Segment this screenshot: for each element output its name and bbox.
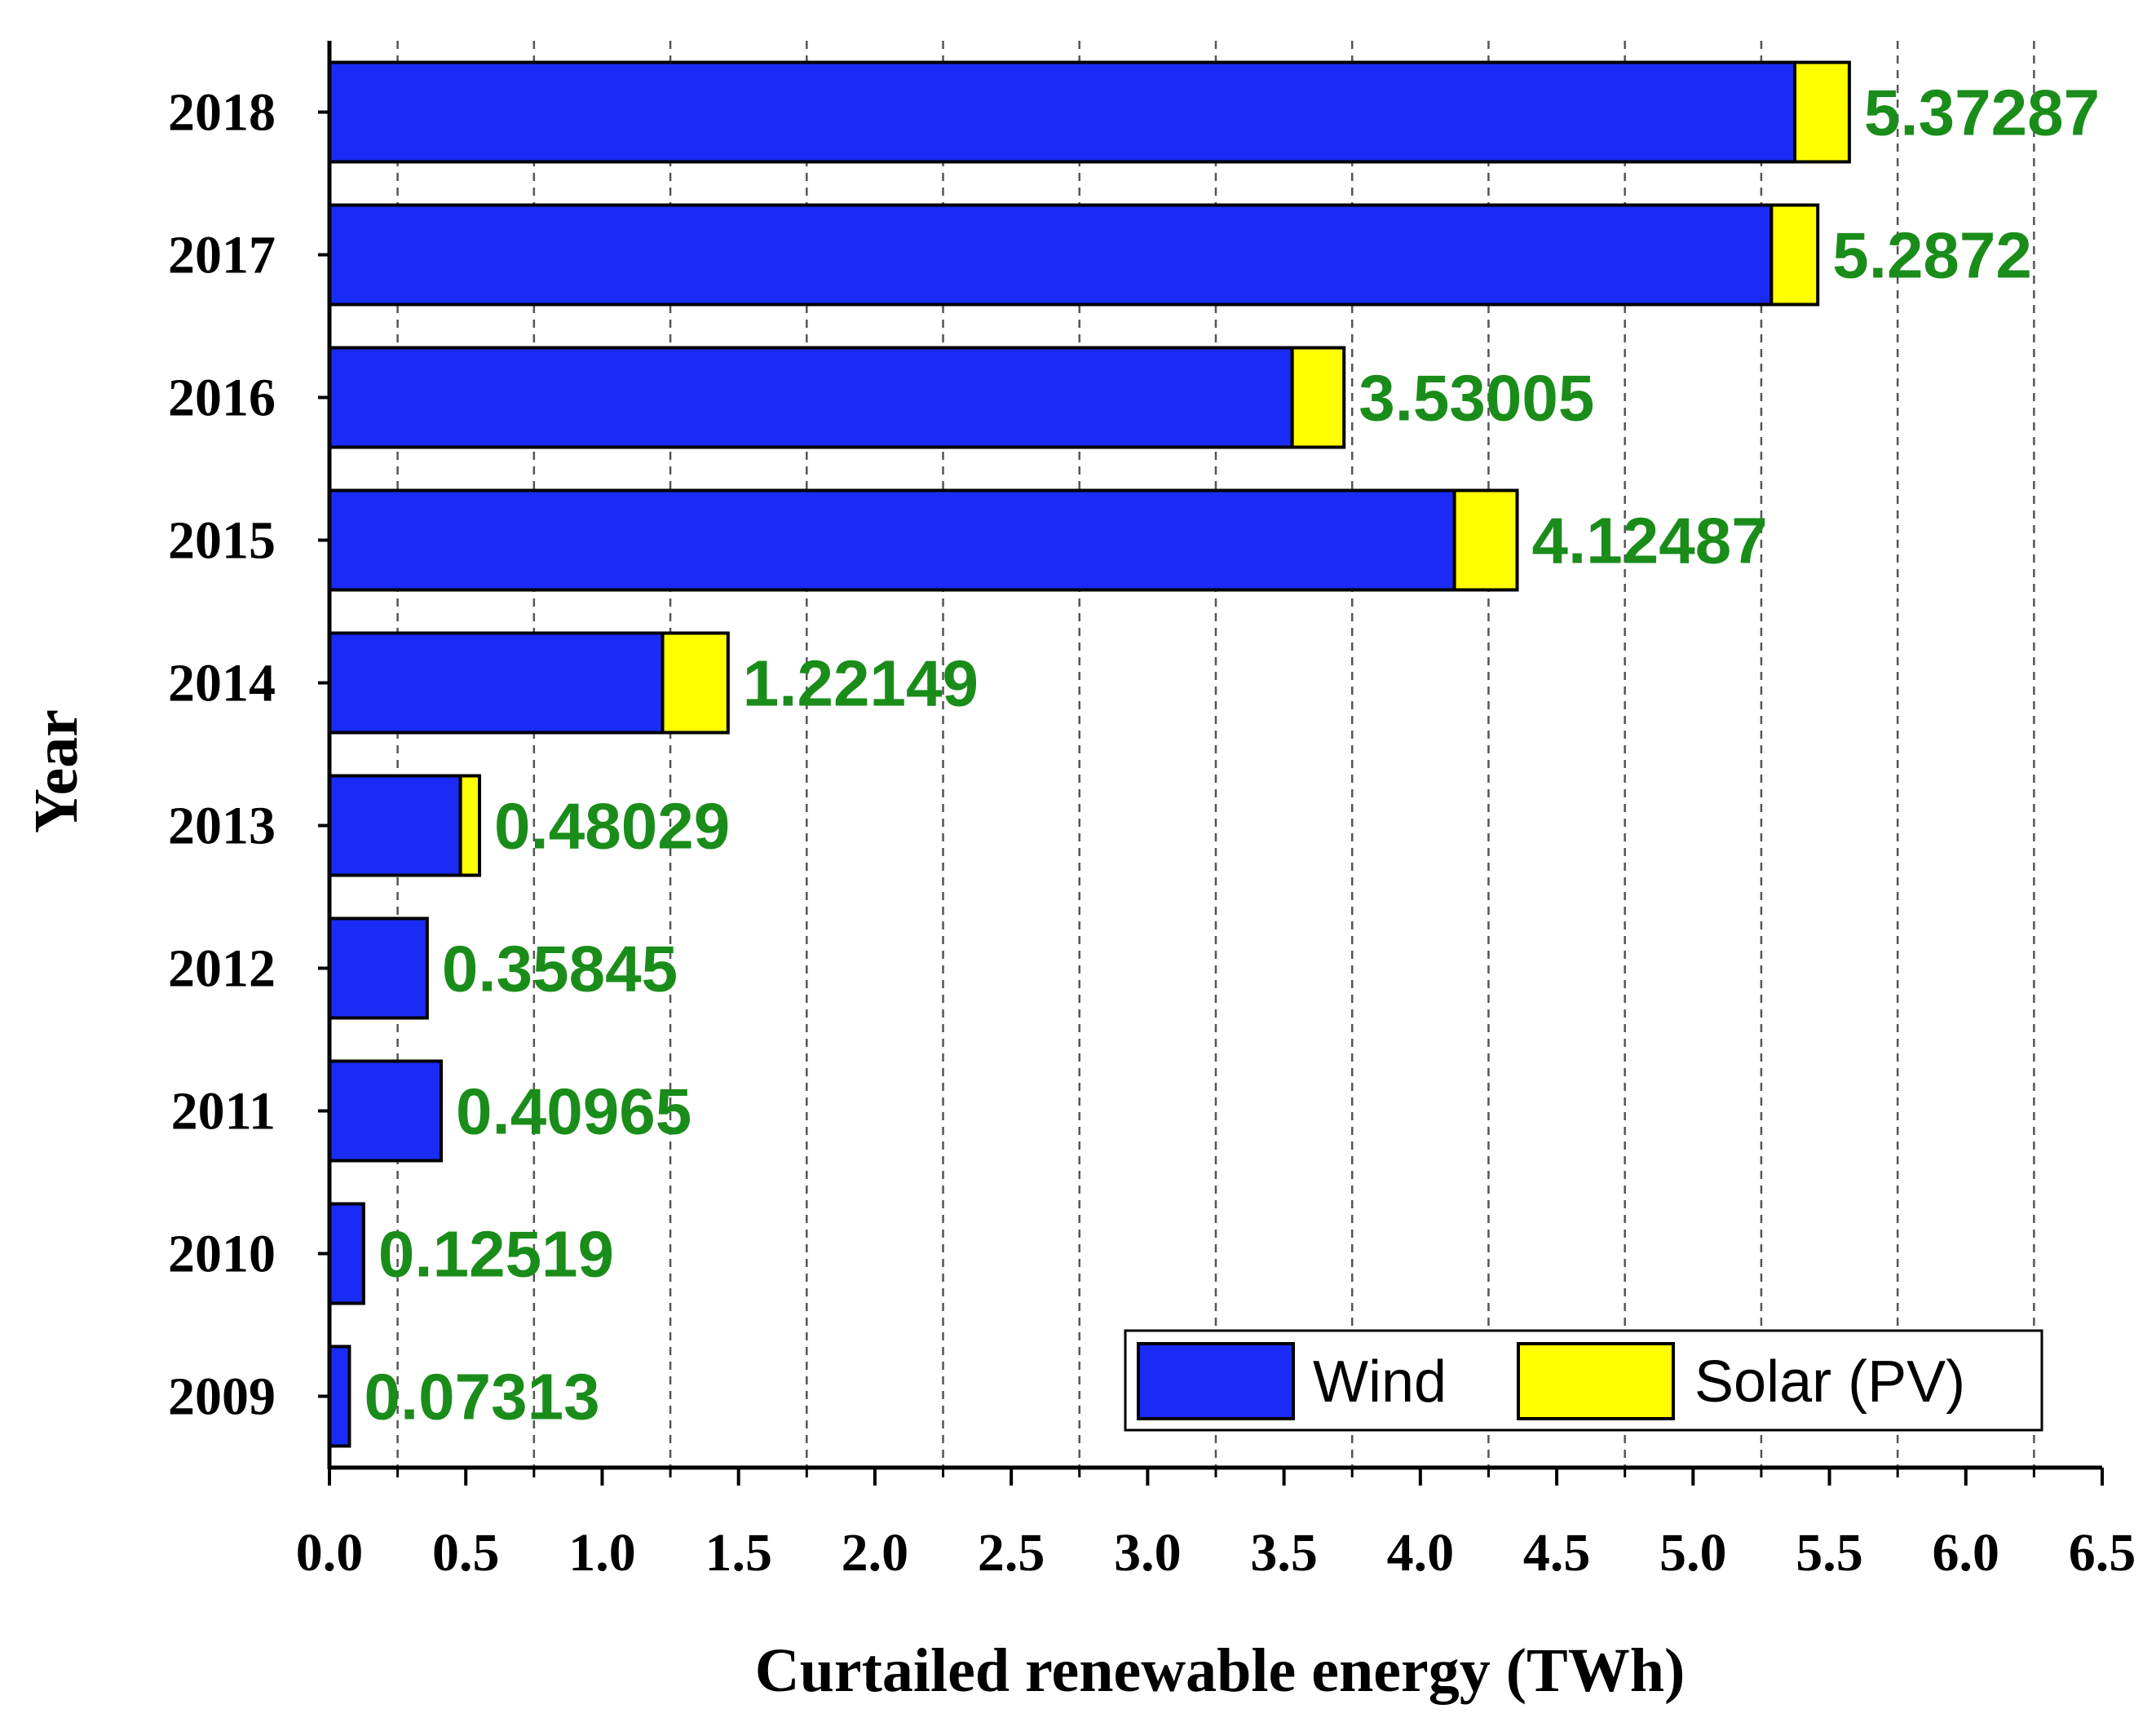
y-tick-label-2014: 2014 [168, 654, 276, 713]
legend-label-solar: Solar (PV) [1694, 1349, 1965, 1415]
bar-wind-2016 [328, 346, 1294, 449]
y-tick-label-2013: 2013 [168, 797, 276, 856]
legend-swatch-wind [1137, 1342, 1295, 1420]
x-tick-label-6.5: 6.5 [2069, 1523, 2136, 1583]
x-tick-label-6.0: 6.0 [1933, 1523, 2000, 1583]
x-tick-label-0.0: 0.0 [296, 1523, 364, 1583]
y-tick-label-2018: 2018 [168, 83, 276, 143]
bar-wind-2017 [328, 203, 1774, 307]
data-label-2009: 0.07313 [364, 1361, 599, 1433]
bar-solar-2017 [1769, 203, 1820, 307]
x-tick-label-3.0: 3.0 [1114, 1523, 1182, 1583]
x-tick-label-5.5: 5.5 [1796, 1523, 1863, 1583]
data-label-2014: 1.22149 [743, 647, 979, 720]
y-tick-label-2010: 2010 [168, 1225, 276, 1284]
x-axis-title: Curtailed renewable energy (TWh) [755, 1636, 1685, 1705]
bar-wind-2015 [328, 488, 1456, 592]
axes: 2009 2010 2011 2012 2013 2014 2015 2016 2017 2018… [168, 41, 2136, 1583]
y-tick-label-2012: 2012 [168, 939, 276, 999]
bar-wind-2010 [328, 1202, 365, 1305]
x-tick-label-1.5: 1.5 [705, 1523, 772, 1583]
data-label-2016: 3.53005 [1359, 362, 1594, 435]
data-label-2017: 5.2872 [1832, 219, 2032, 292]
bar-wind-2012 [328, 916, 429, 1020]
x-tick-label-0.5: 0.5 [432, 1523, 500, 1583]
x-tick-label-1.0: 1.0 [568, 1523, 636, 1583]
data-labels: 0.07313 0.12519 0.40965 0.35845 0.480291.221… [364, 77, 2100, 1433]
bar-solar-2015 [1452, 488, 1519, 592]
data-label-2011: 0.40965 [456, 1075, 691, 1148]
x-tick-label-4.0: 4.0 [1387, 1523, 1455, 1583]
y-axis-title: Year [22, 709, 91, 833]
y-tick-label-2017: 2017 [168, 226, 276, 285]
bar-wind-2011 [328, 1059, 444, 1163]
data-label-2012: 0.35845 [442, 933, 678, 1005]
y-tick-label-2016: 2016 [168, 369, 276, 428]
y-tick-label-2015: 2015 [168, 511, 276, 571]
y-tick-label-2009: 2009 [168, 1367, 276, 1427]
data-label-2018: 5.37287 [1864, 77, 2100, 149]
bar-wind-2018 [328, 60, 1797, 164]
bar-wind-2014 [328, 631, 665, 735]
legend-swatch-solar [1517, 1342, 1675, 1420]
bar-solar-2018 [1793, 60, 1851, 164]
data-label-2013: 0.48029 [494, 790, 730, 863]
x-tick-label-2.5: 2.5 [978, 1523, 1045, 1583]
bar-solar-2016 [1290, 346, 1346, 449]
legend-label-wind: Wind [1313, 1349, 1447, 1415]
x-tick-label-3.5: 3.5 [1250, 1523, 1318, 1583]
bar-solar-2013 [458, 774, 482, 877]
y-tick-label-2011: 2011 [171, 1082, 276, 1141]
data-label-2015: 4.12487 [1532, 505, 1768, 577]
bar-wind-2009 [328, 1344, 351, 1448]
bar-wind-2013 [328, 774, 462, 877]
x-tick-label-5.0: 5.0 [1659, 1523, 1727, 1583]
bar-solar-2014 [660, 631, 730, 735]
data-label-2010: 0.12519 [378, 1218, 614, 1291]
bars [328, 60, 1851, 1448]
legend: Wind Solar (PV) [1124, 1329, 2043, 1432]
x-tick-label-2.0: 2.0 [842, 1523, 909, 1583]
x-tick-label-4.5: 4.5 [1523, 1523, 1591, 1583]
